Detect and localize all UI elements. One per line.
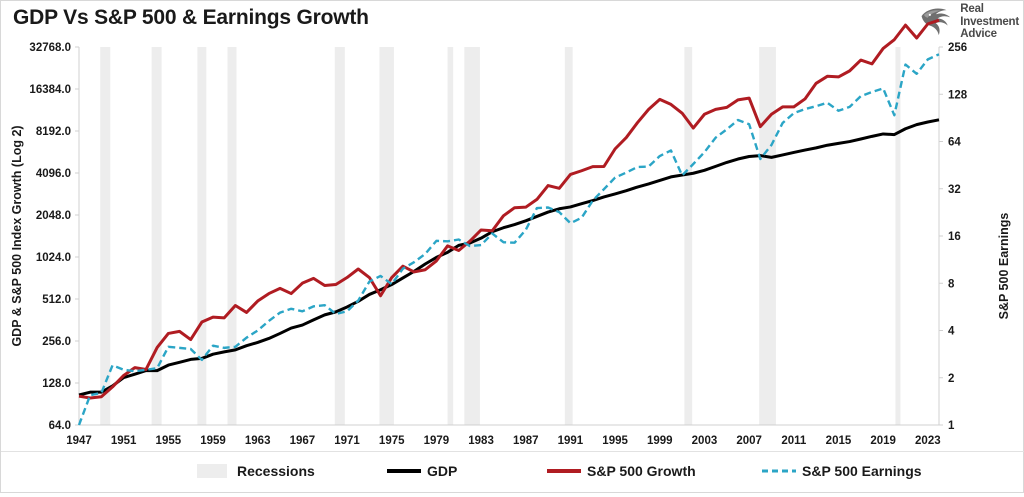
legend-swatch-recessions bbox=[197, 464, 227, 478]
y-tick-label-right: 64 bbox=[948, 137, 961, 149]
y-tick-label-left: 2048.0 bbox=[36, 210, 71, 222]
recession-band bbox=[151, 47, 162, 425]
y-tick-label-right: 4 bbox=[948, 326, 955, 338]
x-tick-label: 1967 bbox=[290, 435, 316, 447]
y-tick-label-left: 256.0 bbox=[42, 336, 71, 348]
recession-band bbox=[684, 47, 693, 425]
x-tick-label: 1995 bbox=[602, 435, 628, 447]
recession-band bbox=[895, 47, 901, 425]
recession-band bbox=[564, 47, 573, 425]
x-tick-label: 2023 bbox=[915, 435, 941, 447]
y-axis-title-left: GDP & S&P 500 Index Growth (Log 2) bbox=[10, 125, 24, 346]
legend-label-recessions: Recessions bbox=[237, 463, 315, 479]
x-tick-label: 1975 bbox=[379, 435, 405, 447]
recession-band bbox=[197, 47, 207, 425]
y-tick-label-right: 32 bbox=[948, 184, 961, 196]
x-tick-label: 1979 bbox=[424, 435, 450, 447]
y-tick-label-left: 8192.0 bbox=[36, 126, 71, 138]
x-tick-label: 1959 bbox=[200, 435, 226, 447]
x-tick-label: 1947 bbox=[66, 435, 92, 447]
y-tick-label-right: 256 bbox=[948, 42, 967, 54]
legend-label-s-p-500-earnings: S&P 500 Earnings bbox=[802, 463, 922, 479]
y-tick-label-left: 1024.0 bbox=[36, 252, 71, 264]
series-line-s-p-500-growth bbox=[78, 18, 940, 400]
legend-canvas: Recessions GDP S&P 500 Growth S&P 500 Earni… bbox=[197, 463, 922, 479]
series-line-gdp bbox=[78, 118, 940, 397]
y-tick-label-left: 512.0 bbox=[42, 294, 71, 306]
recession-band bbox=[334, 47, 345, 425]
x-tick-label: 2011 bbox=[781, 435, 807, 447]
y-tick-label-right: 1 bbox=[948, 420, 955, 432]
recession-band bbox=[447, 47, 454, 425]
y-tick-label-left: 32768.0 bbox=[29, 42, 71, 54]
y-tick-label-right: 128 bbox=[948, 89, 968, 101]
x-tick-label: 1971 bbox=[334, 435, 360, 447]
series-line-s-p-500-earnings bbox=[77, 53, 940, 426]
x-tick-label: 1999 bbox=[647, 435, 673, 447]
recession-band bbox=[100, 47, 111, 425]
recession-band bbox=[227, 47, 237, 425]
brand-line-1: Real bbox=[960, 3, 984, 16]
brand-line-2: Investment bbox=[960, 15, 1019, 28]
legend-label-gdp: GDP bbox=[427, 463, 457, 479]
chart-legend: Recessions GDP S&P 500 Growth S&P 500 Earni… bbox=[1, 451, 1024, 492]
brand-line-3: Advice bbox=[960, 28, 997, 41]
y-tick-label-right: 16 bbox=[948, 231, 961, 243]
recession-band bbox=[464, 47, 480, 425]
x-tick-label: 1963 bbox=[245, 435, 271, 447]
x-tick-label: 1951 bbox=[111, 435, 137, 447]
y-axis-title-right: S&P 500 Earnings bbox=[997, 213, 1011, 320]
brand-text: Real Investment Advice bbox=[960, 3, 1019, 40]
recession-band bbox=[759, 47, 776, 425]
x-tick-label: 1983 bbox=[468, 435, 494, 447]
y-tick-label-left: 4096.0 bbox=[36, 168, 71, 180]
x-tick-label: 2019 bbox=[870, 435, 896, 447]
x-tick-label: 1991 bbox=[558, 435, 584, 447]
x-tick-label: 2003 bbox=[692, 435, 718, 447]
y-tick-label-left: 16384.0 bbox=[29, 84, 71, 96]
x-tick-label: 1987 bbox=[513, 435, 539, 447]
legend-label-s-p-500-growth: S&P 500 Growth bbox=[587, 463, 696, 479]
x-tick-label: 2007 bbox=[736, 435, 762, 447]
y-tick-label-right: 8 bbox=[948, 278, 955, 290]
y-tick-label-left: 128.0 bbox=[42, 378, 71, 390]
recession-band bbox=[379, 47, 394, 425]
x-tick-label: 2015 bbox=[826, 435, 852, 447]
y-tick-label-left: 64.0 bbox=[49, 420, 71, 432]
page-title: GDP Vs S&P 500 & Earnings Growth bbox=[13, 6, 369, 29]
x-tick-label: 1955 bbox=[156, 435, 182, 447]
y-tick-label-right: 2 bbox=[948, 373, 954, 385]
